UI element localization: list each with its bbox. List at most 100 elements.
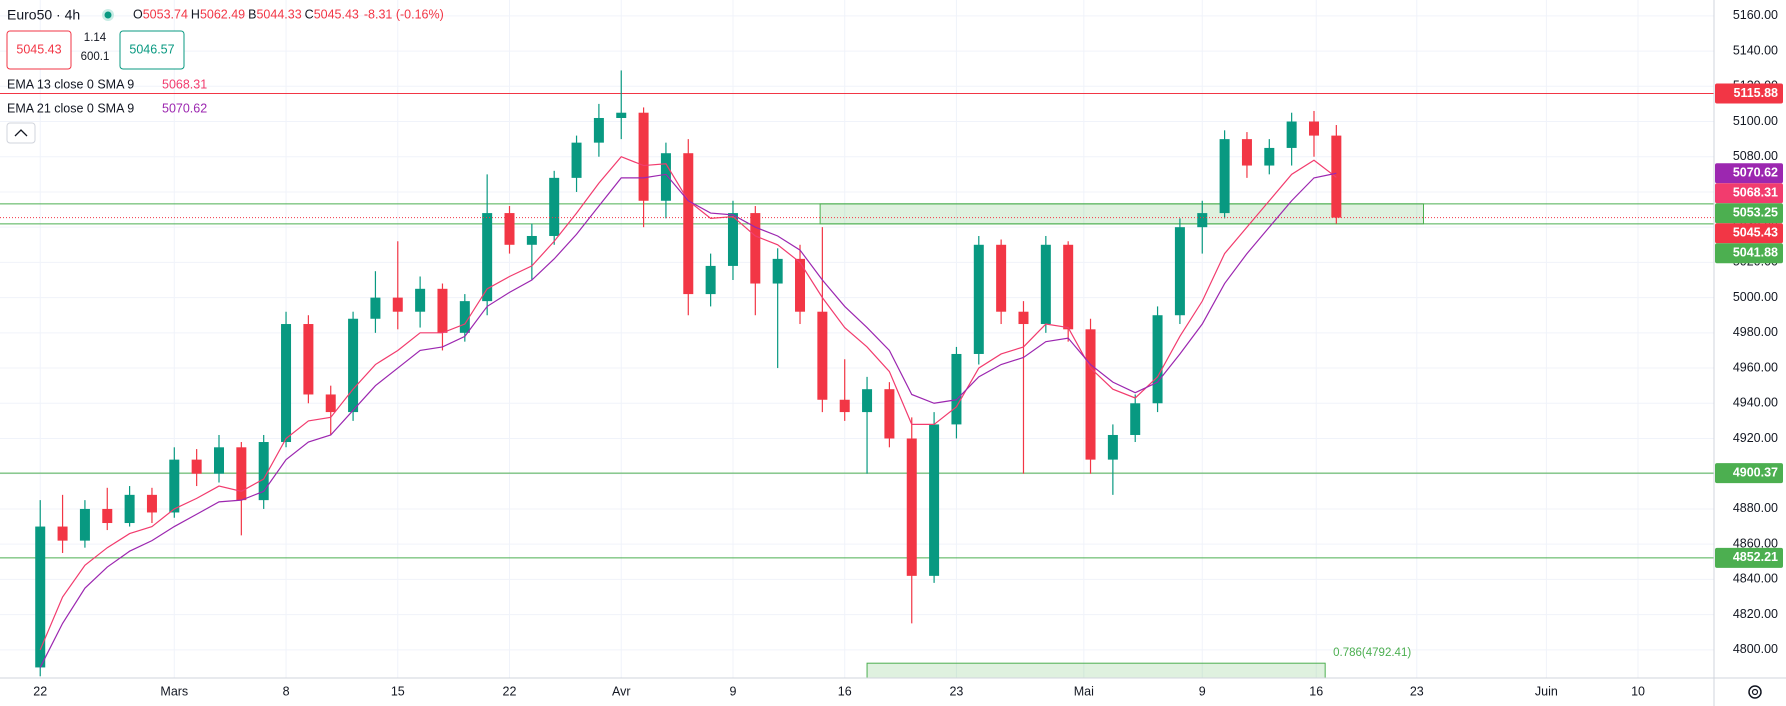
spread: 1.14 [84, 32, 107, 44]
y-tick-label: 4940.00 [1733, 396, 1778, 410]
y-tick-label: 5160.00 [1733, 8, 1778, 22]
candle-body [906, 438, 917, 576]
candle-body [593, 117, 604, 143]
change: -8.31 (-0.16%) [364, 7, 444, 21]
candle-body [325, 394, 336, 413]
candle-body [79, 508, 90, 541]
candle-body [996, 244, 1007, 312]
y-tick-label: 4840.00 [1733, 572, 1778, 586]
candle-body [549, 177, 560, 236]
ohlc-value: 5045.43 [314, 7, 359, 21]
y-tick-label: 5140.00 [1733, 43, 1778, 57]
plot: 0.786(4792.41) [0, 70, 1714, 679]
x-tick-label: 23 [1410, 684, 1424, 698]
price-tag-label: 4900.37 [1733, 465, 1778, 479]
x-tick-label: 16 [838, 684, 852, 698]
header: Euro50 · 4h 5045.43 1.14 600.1 5046.57 E… [6, 7, 444, 144]
candle-body [616, 112, 627, 118]
candle-body [526, 235, 537, 245]
candle-body [124, 494, 135, 524]
candle-body [1174, 227, 1185, 316]
ohlc-label: B [248, 7, 256, 21]
price-tag [1715, 223, 1783, 244]
price-tag [1715, 547, 1783, 568]
candle-body [303, 324, 314, 395]
candle-body [839, 399, 850, 413]
candle-body [504, 213, 515, 245]
price-tag-label: 4852.21 [1733, 550, 1778, 564]
x-tick-label: 23 [949, 684, 963, 698]
y-tick-label: 5080.00 [1733, 149, 1778, 163]
candle-body [1063, 244, 1074, 330]
price-tag [1715, 183, 1783, 204]
ask-box[interactable] [119, 30, 185, 70]
candle-body [660, 153, 671, 201]
bid-price: 5045.43 [16, 42, 61, 56]
candle-body [1085, 329, 1096, 460]
x-tick-label: 9 [729, 684, 736, 698]
candle-body [772, 258, 783, 284]
price-tag [1715, 83, 1783, 104]
y-tick-label: 5000.00 [1733, 290, 1778, 304]
y-tick-label: 4960.00 [1733, 360, 1778, 374]
indicator-value: 5068.31 [162, 77, 207, 91]
y-tick-label: 4880.00 [1733, 501, 1778, 515]
candle-body [973, 244, 984, 354]
candle-body [795, 258, 806, 312]
x-tick-label: 9 [1199, 684, 1206, 698]
indicator-name: EMA 21 close 0 SMA 9 [7, 101, 134, 115]
ema-line [39, 172, 1337, 668]
price-tag-label: 5115.88 [1734, 86, 1779, 100]
candle-body [459, 301, 470, 333]
collapse-button[interactable] [6, 122, 36, 144]
x-tick-label: 8 [283, 684, 290, 698]
x-tick-label: Avr [612, 684, 631, 698]
candle-body [1107, 434, 1118, 460]
candle-body [1308, 121, 1319, 136]
candle-body [862, 389, 873, 413]
candle-body [727, 213, 738, 266]
candle-body [1241, 139, 1252, 166]
grid [0, 0, 1714, 678]
x-tick-label: 22 [33, 684, 47, 698]
indicator-name: EMA 13 close 0 SMA 9 [7, 77, 134, 91]
bid-box[interactable] [6, 30, 72, 70]
candle-body [482, 213, 493, 302]
ohlc-value: 5062.49 [200, 7, 245, 21]
candle-body [102, 508, 113, 524]
candle-body [57, 526, 68, 541]
price-tag-label: 5053.25 [1733, 206, 1778, 220]
settings-icon[interactable] [1748, 685, 1762, 699]
candle-body [571, 142, 582, 178]
candle-body [281, 324, 292, 443]
y-tick-label: 4820.00 [1733, 607, 1778, 621]
candle-body [884, 389, 895, 439]
status-dot [104, 11, 112, 19]
ohlc-value: 5053.74 [143, 7, 188, 21]
x-tick-label: Mars [160, 684, 188, 698]
candle-body [236, 447, 247, 501]
candle-body [1264, 147, 1275, 166]
candle-body [638, 112, 649, 201]
candle-body [437, 288, 448, 333]
candle-body [146, 494, 157, 513]
candle-body [35, 526, 46, 668]
candle-body [951, 353, 962, 425]
candle-body [1219, 139, 1230, 214]
indicator-value: 5070.62 [162, 101, 207, 115]
ask-price: 5046.57 [129, 42, 174, 56]
ohlc-label: O [133, 7, 143, 21]
price-tag [1715, 163, 1783, 184]
y-tick-label: 4920.00 [1733, 431, 1778, 445]
collapse-icon [14, 129, 28, 137]
x-tick-label: Mai [1074, 684, 1094, 698]
candle-body [370, 297, 381, 319]
price-tag-label: 5070.62 [1733, 166, 1778, 180]
candle-body [1130, 403, 1141, 435]
y-tick-label: 4860.00 [1733, 536, 1778, 550]
candle-body [683, 153, 694, 295]
candle-body [392, 297, 403, 312]
price-tag [1715, 243, 1783, 264]
